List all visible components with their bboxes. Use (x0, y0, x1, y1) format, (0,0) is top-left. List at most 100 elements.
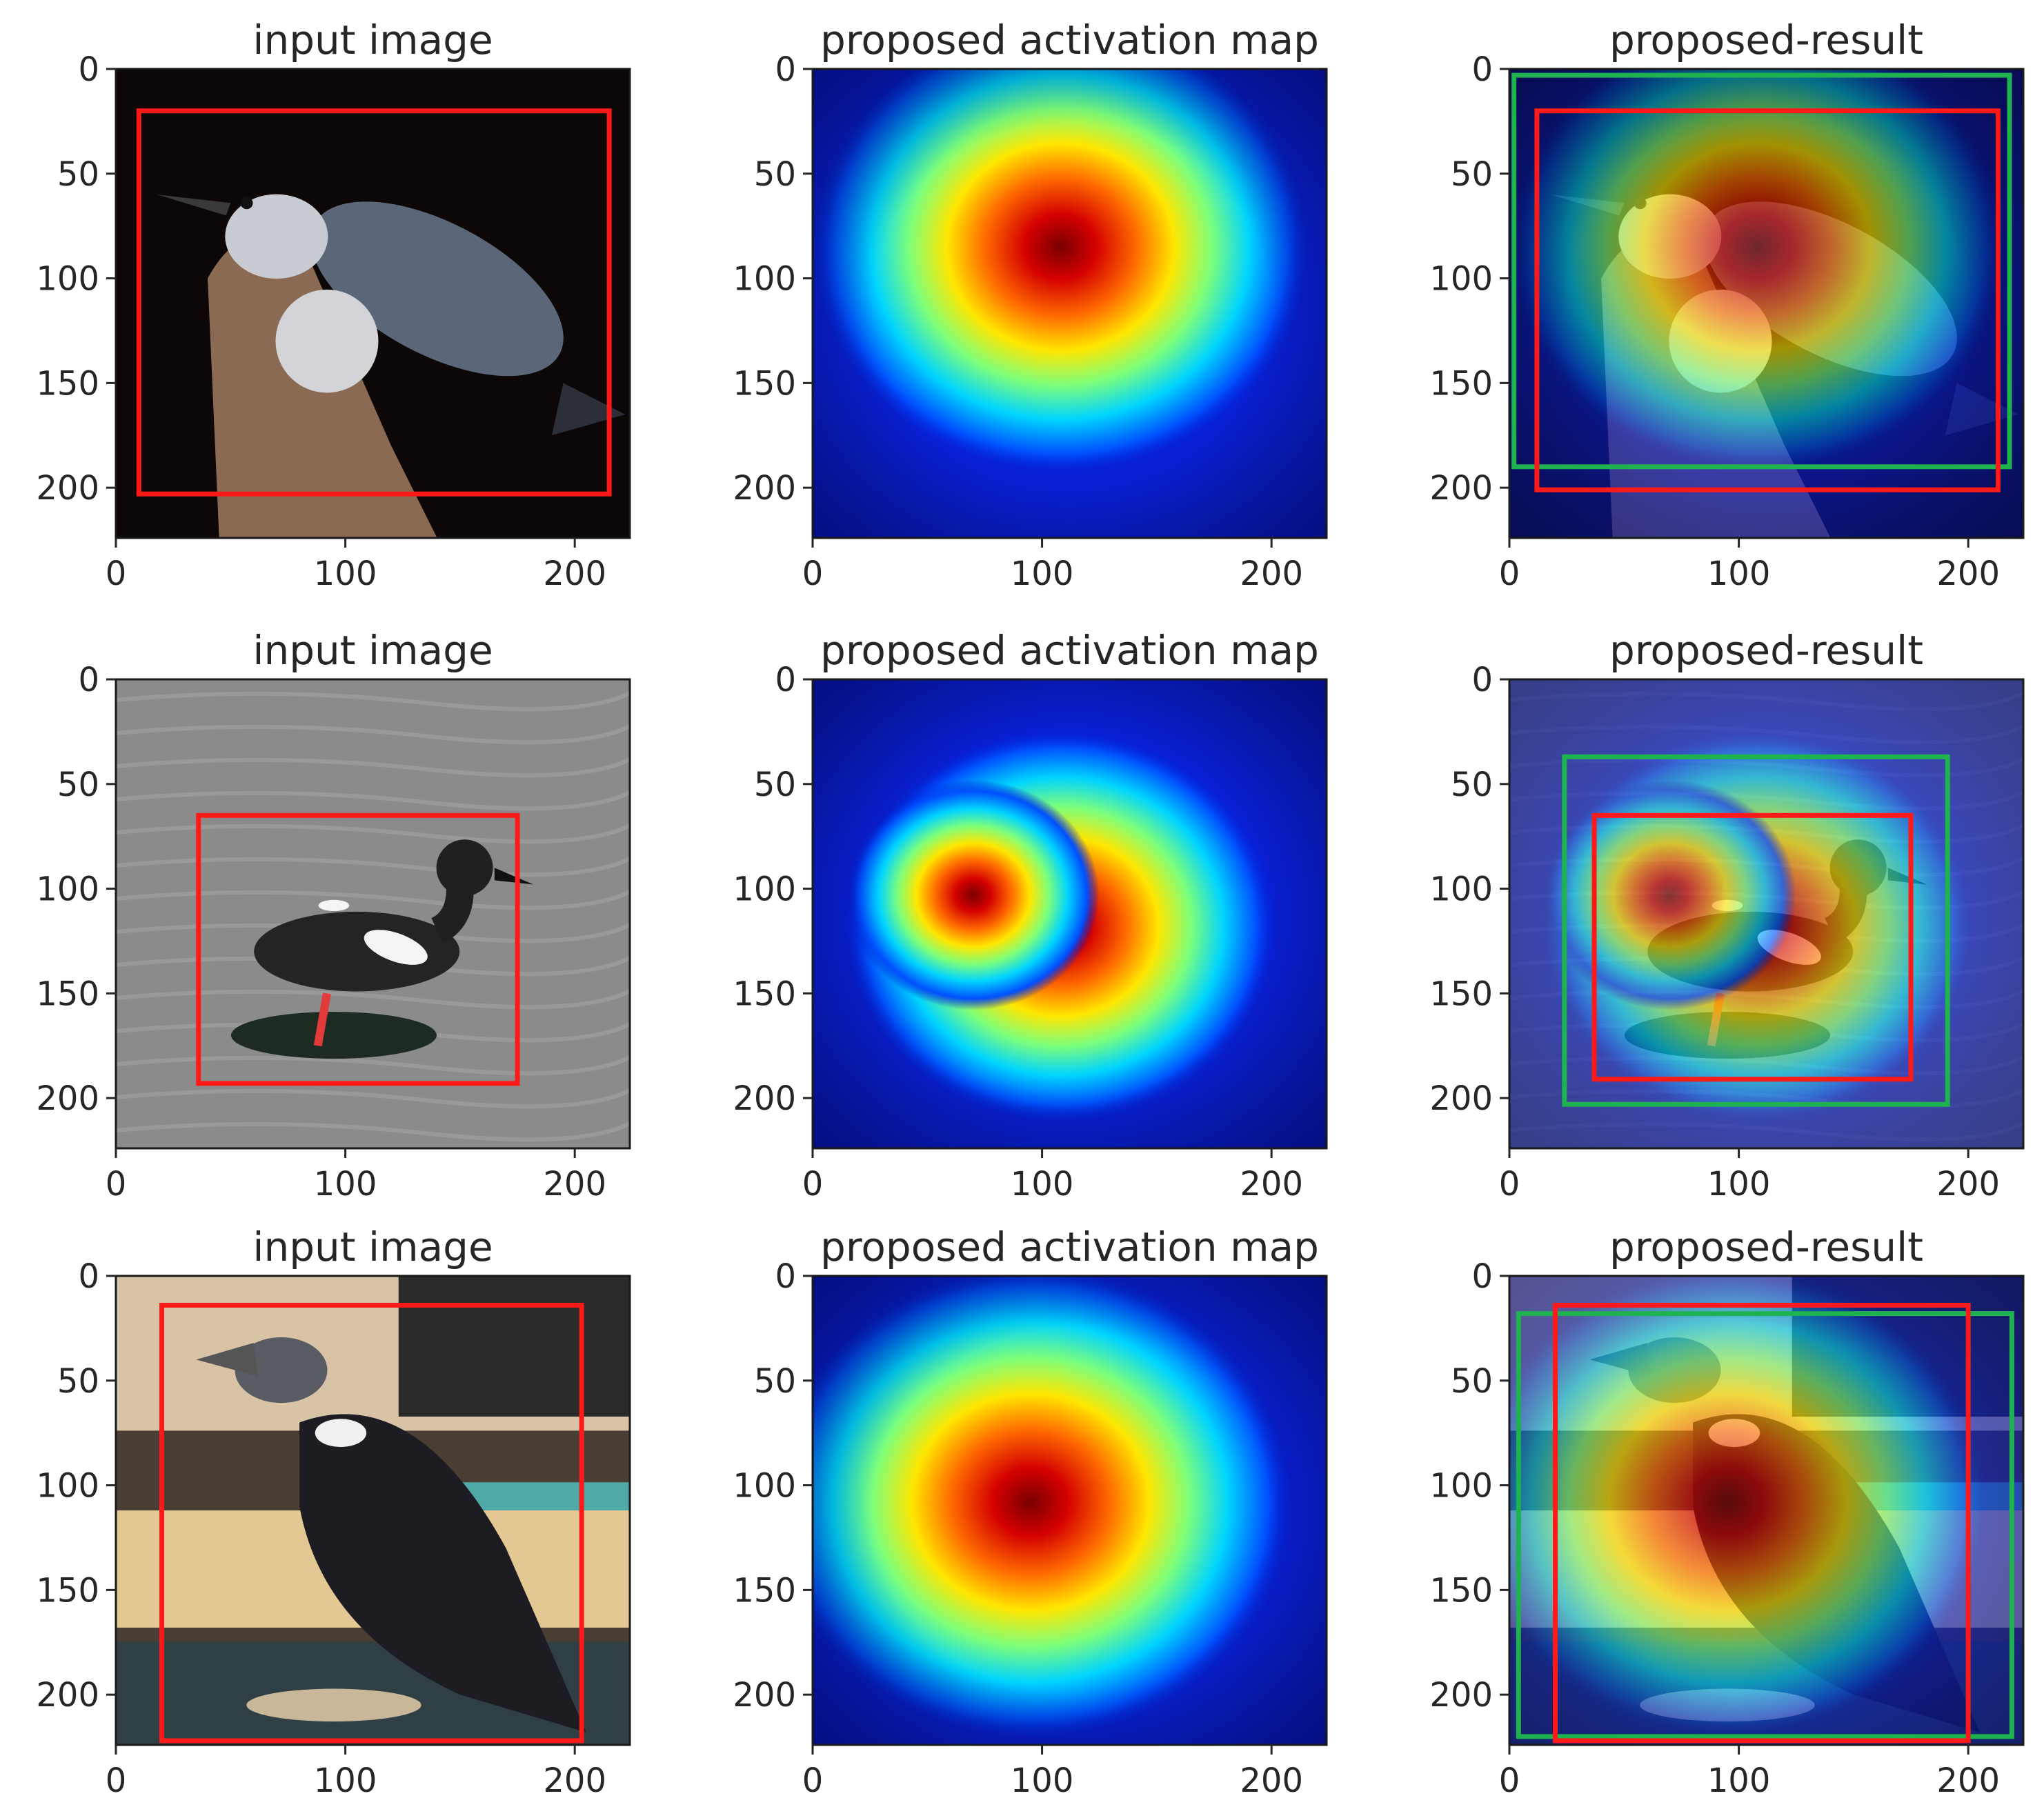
panel-photo-row2: input image 0 100 200 0 50 100 150 200 (36, 627, 631, 1203)
y-tick-label: 0 (1471, 1257, 1493, 1296)
axes-frame (1508, 1275, 2025, 1746)
panel-photo-row1: input image 0 100 200 0 50 100 150 200 (36, 17, 631, 593)
y-tick-label: 50 (754, 155, 796, 194)
x-tick-label: 100 (314, 555, 377, 593)
y-tick-label: 100 (1429, 870, 1493, 909)
y-tick-label: 100 (36, 1467, 99, 1506)
y-tick-label: 50 (754, 766, 796, 804)
y-tick-label: 100 (733, 260, 796, 299)
panel-overlay-row1: proposed-result 0 100 200 0 50 100 150 200 (1429, 17, 2025, 593)
x-tick-label: 200 (1936, 555, 2000, 593)
panel-title: proposed activation map (820, 17, 1319, 63)
ground-truth-box (1591, 812, 1914, 1082)
panel-title: proposed-result (1609, 627, 1923, 674)
panel-overlay-row3: proposed-result 0 100 200 0 50 100 150 200 (1429, 1223, 2025, 1800)
x-tick-label: 0 (1499, 1761, 1520, 1800)
y-tick-label: 50 (57, 1362, 99, 1401)
y-tick-label: 0 (775, 50, 796, 89)
x-tick-label: 0 (802, 1761, 824, 1800)
activation-heatmap (813, 1276, 1327, 1745)
x-tick-label: 200 (543, 1761, 606, 1800)
y-tick-label: 100 (1429, 260, 1493, 299)
y-tick-label: 200 (1429, 1079, 1493, 1118)
panel-title: proposed activation map (820, 1223, 1319, 1270)
bird-photo (1509, 1276, 2023, 1745)
y-tick-label: 200 (36, 1079, 99, 1118)
x-tick-label: 200 (1936, 1761, 2000, 1800)
predicted-box (1511, 72, 2012, 470)
y-tick-label: 150 (733, 364, 796, 403)
axes-frame (115, 68, 631, 539)
x-tick-label: 100 (314, 1761, 377, 1800)
x-tick-label: 0 (1499, 1165, 1520, 1203)
y-tick-label: 0 (775, 1257, 796, 1296)
x-tick-label: 200 (1240, 555, 1303, 593)
activation-heatmap (813, 69, 1327, 538)
y-tick-label: 0 (78, 661, 99, 699)
y-tick-label: 0 (1471, 50, 1493, 89)
y-tick-label: 0 (775, 661, 796, 699)
axes-frame (1508, 678, 2025, 1150)
y-tick-label: 50 (1451, 155, 1493, 194)
x-tick-label: 200 (543, 555, 606, 593)
x-tick-label: 0 (106, 1761, 127, 1800)
x-tick-label: 0 (802, 555, 824, 593)
x-tick-label: 200 (1936, 1165, 2000, 1203)
y-tick-label: 50 (57, 766, 99, 804)
y-tick-label: 100 (36, 870, 99, 909)
ground-truth-box (196, 812, 520, 1086)
predicted-box (1516, 1311, 2014, 1739)
x-tick-label: 100 (1011, 1165, 1074, 1203)
panel-heatmap-row1: proposed activation map 0 100 200 0 50 100 150 2… (733, 17, 1328, 593)
y-tick-label: 0 (78, 50, 99, 89)
panel-overlay-row2: proposed-result 0 100 200 0 50 100 150 200 (1429, 627, 2025, 1203)
axes-frame (811, 678, 1328, 1150)
x-tick-label: 200 (1240, 1761, 1303, 1800)
x-tick-label: 100 (1707, 1761, 1771, 1800)
y-tick-label: 100 (733, 870, 796, 909)
x-tick-label: 200 (1240, 1165, 1303, 1203)
axes-frame (1508, 68, 2025, 539)
y-tick-label: 150 (36, 975, 99, 1013)
y-tick-label: 200 (733, 1079, 796, 1118)
y-tick-label: 100 (1429, 1467, 1493, 1506)
y-tick-label: 50 (754, 1362, 796, 1401)
axes-frame (115, 1275, 631, 1746)
y-tick-label: 200 (1429, 1676, 1493, 1715)
y-tick-label: 50 (1451, 766, 1493, 804)
panel-heatmap-row3: proposed activation map 0 100 200 0 50 100 150 2… (733, 1223, 1328, 1800)
panel-title: input image (252, 17, 493, 63)
panel-title: input image (252, 627, 493, 674)
ground-truth-box (1553, 1303, 1971, 1744)
y-tick-label: 100 (36, 260, 99, 299)
ground-truth-box (1534, 108, 2001, 492)
x-tick-label: 200 (543, 1165, 606, 1203)
y-tick-label: 150 (1429, 364, 1493, 403)
x-tick-label: 100 (314, 1165, 377, 1203)
y-tick-label: 200 (733, 469, 796, 508)
panel-photo-row3: input image 0 100 200 0 50 100 150 200 (36, 1223, 631, 1800)
axes-frame (811, 1275, 1328, 1746)
bird-photo (1509, 69, 2023, 538)
y-tick-label: 50 (57, 155, 99, 194)
ground-truth-box (136, 108, 612, 497)
y-tick-label: 150 (1429, 975, 1493, 1013)
x-tick-label: 0 (106, 555, 127, 593)
x-tick-label: 100 (1011, 555, 1074, 593)
y-tick-label: 100 (733, 1467, 796, 1506)
panel-heatmap-row2: proposed activation map 0 100 200 0 50 100 150 2… (733, 627, 1328, 1203)
x-tick-label: 0 (1499, 555, 1520, 593)
y-tick-label: 150 (733, 1571, 796, 1610)
axes-frame (115, 678, 631, 1150)
y-tick-label: 0 (78, 1257, 99, 1296)
bird-photo (116, 69, 630, 538)
y-tick-label: 200 (36, 469, 99, 508)
x-tick-label: 100 (1011, 1761, 1074, 1800)
predicted-box (1562, 754, 1950, 1107)
axes-frame (811, 68, 1328, 539)
x-tick-label: 0 (106, 1165, 127, 1203)
panel-title: proposed activation map (820, 627, 1319, 674)
panel-title: input image (252, 1223, 493, 1270)
ground-truth-box (159, 1303, 584, 1744)
